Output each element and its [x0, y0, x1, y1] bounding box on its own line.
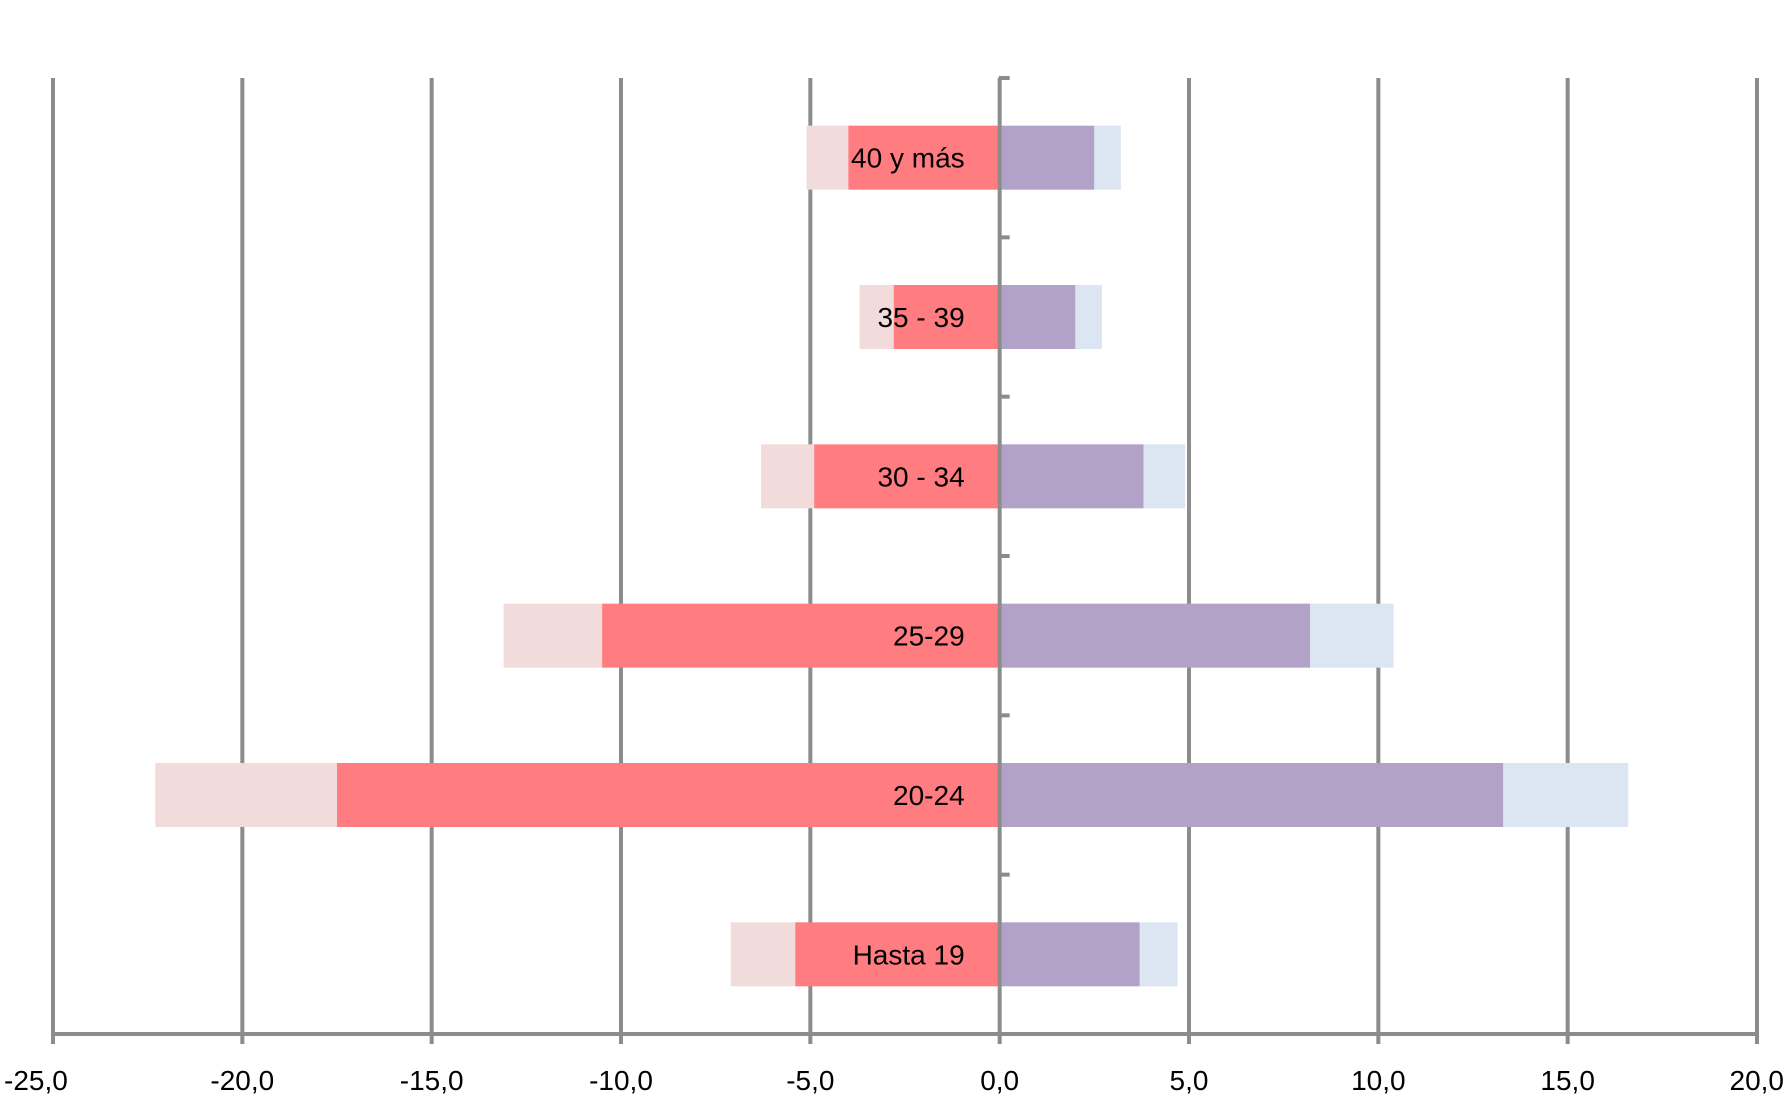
bar-1-series-1 [859, 285, 894, 349]
bar-1-series-0 [893, 285, 1000, 349]
bar-4-series-2 [999, 763, 1504, 827]
category-labels: 40 y más 35 - 39 30 - 34 25-29 20-24 Hasta 19 [851, 143, 965, 971]
x-tick-label-5: 0,0 [980, 1065, 1019, 1096]
x-tick-label-9: 20,0 [1730, 1065, 1785, 1096]
bars-group [155, 125, 1629, 987]
bar-4-series-1 [155, 763, 337, 827]
x-tick-label-8: 15,0 [1540, 1065, 1595, 1096]
vertical-gridlines [51, 78, 1759, 1034]
x-tick-label-0: -25,0 [4, 1065, 68, 1096]
x-tick-label-3: -10,0 [589, 1065, 653, 1096]
x-tick-label-4: -5,0 [786, 1065, 834, 1096]
bar-3-series-2 [999, 603, 1311, 668]
bar-2-series-1 [761, 444, 815, 509]
bar-3-series-1 [503, 603, 603, 668]
bar-3-series-3 [1310, 603, 1394, 668]
category-label-1: 35 - 39 [877, 302, 964, 333]
bar-0-series-1 [806, 125, 849, 190]
bar-2-series-3 [1143, 444, 1186, 509]
bar-1-series-2 [999, 285, 1076, 349]
x-tick-label-1: -20,0 [210, 1065, 274, 1096]
bar-5-series-0 [795, 922, 1000, 987]
x-tick-label-7: 10,0 [1351, 1065, 1406, 1096]
bar-0-series-3 [1094, 125, 1121, 190]
bar-4-series-3 [1503, 763, 1629, 827]
bar-1-series-3 [1075, 285, 1102, 349]
bar-5-series-3 [1139, 922, 1178, 987]
bar-2-series-0 [814, 444, 1000, 509]
x-tick-label-2: -15,0 [400, 1065, 464, 1096]
category-label-5: Hasta 19 [853, 939, 965, 970]
bar-0-series-0 [848, 125, 1000, 190]
bar-2-series-2 [999, 444, 1144, 509]
axes-group [51, 76, 1759, 1044]
category-label-3: 25-29 [893, 621, 965, 652]
category-label-4: 20-24 [893, 780, 965, 811]
category-label-2: 30 - 34 [877, 461, 964, 492]
bar-5-series-1 [730, 922, 796, 987]
category-label-0: 40 y más [851, 143, 965, 174]
bar-3-series-0 [602, 603, 1000, 668]
bar-5-series-2 [999, 922, 1140, 987]
bar-0-series-2 [999, 125, 1095, 190]
bar-4-series-0 [337, 763, 1000, 827]
x-tick-label-6: 5,0 [1170, 1065, 1209, 1096]
x-tick-labels: -25,0 -20,0 -15,0 -10,0 -5,0 0,0 5,0 10,0 15,0 20… [4, 1065, 1784, 1096]
